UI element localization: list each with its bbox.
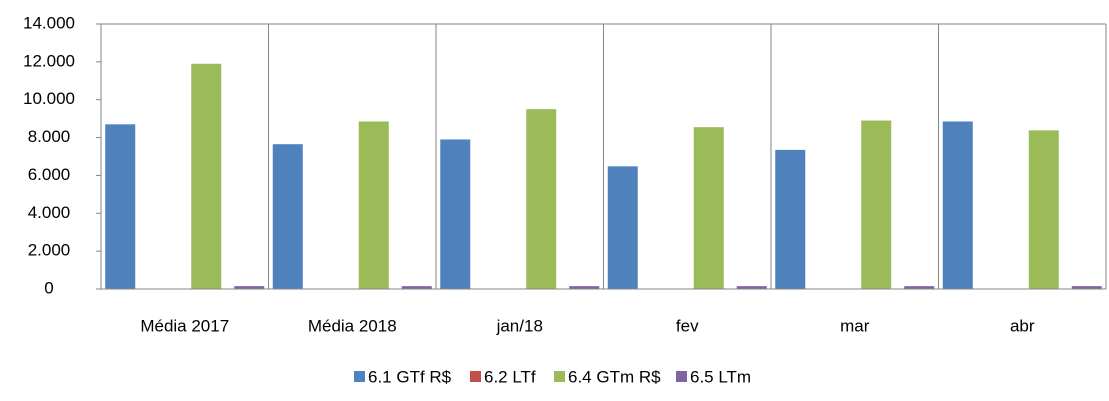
bar xyxy=(607,166,638,289)
legend-label: 6.1 GTf R$ xyxy=(368,367,452,386)
bar xyxy=(775,149,806,289)
x-tick-label: fev xyxy=(676,316,699,335)
bar xyxy=(569,286,600,289)
bar xyxy=(234,286,265,289)
bar xyxy=(401,286,432,289)
bar xyxy=(1071,286,1102,289)
legend-swatch xyxy=(470,371,481,382)
bar xyxy=(440,139,471,289)
bar xyxy=(861,120,892,290)
x-tick-label: jan/18 xyxy=(496,316,543,335)
legend-label: 6.2 LTf xyxy=(484,367,536,386)
y-tick-label: 10.000 xyxy=(23,89,75,108)
legend-label: 6.4 GTm R$ xyxy=(568,367,661,386)
bar xyxy=(358,121,389,289)
y-tick-label: 14.000 xyxy=(23,13,75,32)
legend-swatch xyxy=(354,371,365,382)
bar xyxy=(191,63,222,289)
bar xyxy=(1028,130,1059,289)
y-tick-label: 2.000 xyxy=(28,241,71,260)
x-tick-label: Média 2018 xyxy=(308,316,397,335)
bar xyxy=(736,286,767,289)
legend-swatch xyxy=(676,371,687,382)
bar xyxy=(942,121,973,289)
x-tick-label: Média 2017 xyxy=(140,316,229,335)
x-tick-label: abr xyxy=(1010,316,1035,335)
y-tick-label: 8.000 xyxy=(28,127,71,146)
y-tick-label: 0 xyxy=(44,278,53,297)
x-tick-label: mar xyxy=(840,316,870,335)
y-tick-label: 6.000 xyxy=(28,165,71,184)
legend-swatch xyxy=(554,371,565,382)
y-tick-label: 4.000 xyxy=(28,203,71,222)
legend-label: 6.5 LTm xyxy=(690,367,751,386)
bar xyxy=(272,144,303,289)
y-tick-label: 12.000 xyxy=(23,51,75,70)
bar xyxy=(904,286,935,289)
bar xyxy=(105,124,136,289)
bar xyxy=(693,127,724,290)
bar xyxy=(526,109,557,289)
